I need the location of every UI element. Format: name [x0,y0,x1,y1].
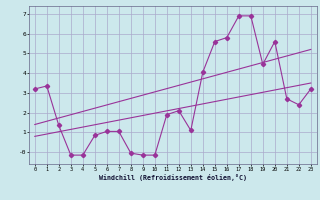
X-axis label: Windchill (Refroidissement éolien,°C): Windchill (Refroidissement éolien,°C) [99,174,247,181]
